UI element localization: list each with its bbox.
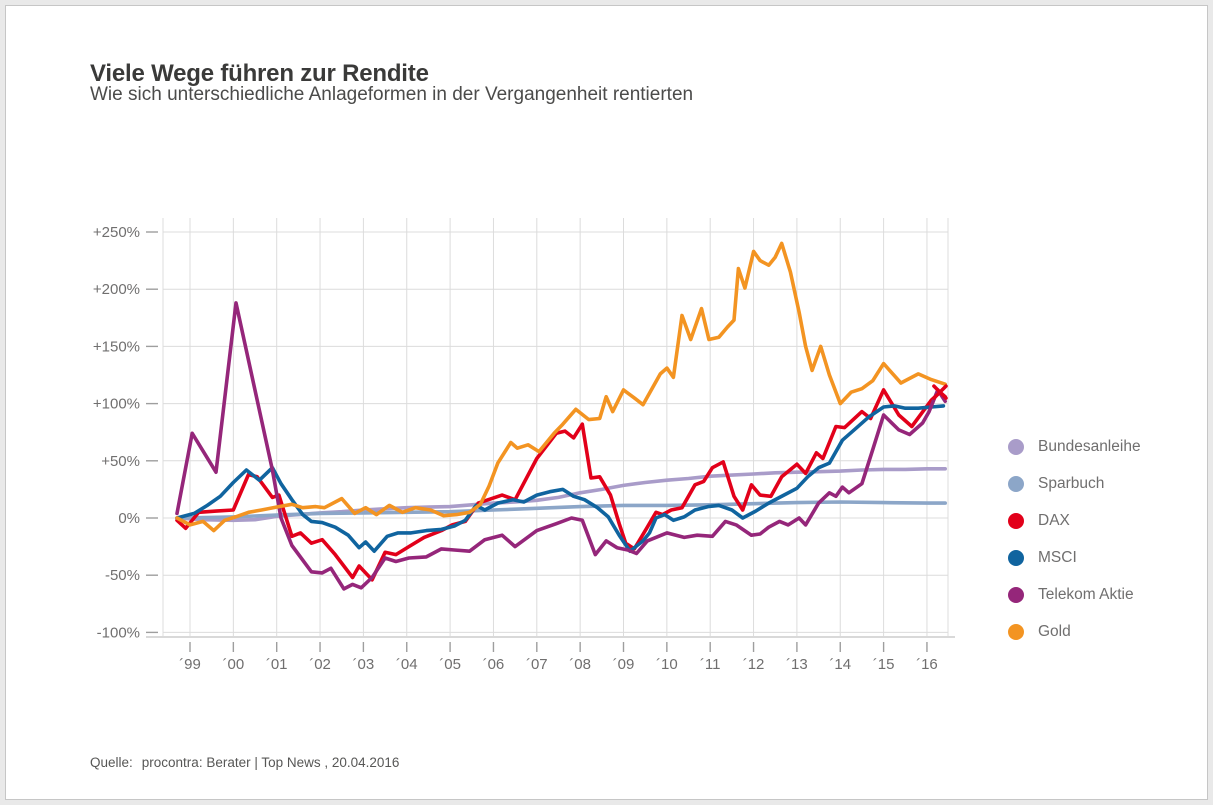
chart-subtitle: Wie sich unterschiedliche Anlageformen i…	[90, 84, 694, 105]
series-line-telekom-aktie	[175, 301, 948, 591]
x-axis-ticks: ´99 ´00 ´01 ´02 ´03 ´04 ´05 ´06 ´07 ´08 ´09 ´10 ´11 ´…	[179, 642, 938, 673]
legend-label: MSCI	[1038, 548, 1077, 566]
end-marker-x-dax	[932, 384, 948, 400]
legend-dot-icon	[1008, 512, 1024, 529]
x-tick-label: ´13	[786, 656, 808, 673]
x-tick-label: ´10	[656, 656, 678, 673]
y-tick-label: +150%	[93, 338, 140, 355]
legend-item-telekom-aktie: Telekom Aktie	[1008, 576, 1198, 613]
x-tick-label: ´12	[743, 656, 765, 673]
legend-item-msci: MSCI	[1008, 539, 1198, 576]
x-tick-label: ´02	[309, 656, 331, 673]
x-tick-label: ´16	[916, 656, 938, 673]
x-tick-label: ´09	[613, 656, 635, 673]
x-tick-label: ´05	[439, 656, 461, 673]
series-line-dax	[175, 388, 948, 582]
x-tick-label: ´01	[266, 656, 288, 673]
x-tick-label: ´03	[353, 656, 375, 673]
y-tick-label: +50%	[101, 453, 140, 470]
series-line-msci	[175, 404, 946, 554]
x-tick-label: ´99	[179, 656, 201, 673]
y-tick-label: 0%	[118, 510, 140, 527]
x-tick-label: ´08	[569, 656, 591, 673]
source-label: Quelle:	[90, 755, 133, 770]
legend-label: DAX	[1038, 511, 1070, 529]
chart-title: Viele Wege führen zur Rendite	[90, 60, 429, 88]
y-tick-label: -100%	[97, 624, 140, 641]
legend-dot-icon	[1008, 475, 1024, 492]
legend-dot-icon	[1008, 623, 1024, 640]
page-frame	[5, 5, 1208, 800]
legend-item-dax: DAX	[1008, 502, 1198, 539]
x-tick-label: ´00	[223, 656, 245, 673]
legend-label: Telekom Aktie	[1038, 585, 1134, 603]
legend-item-gold: Gold	[1008, 613, 1198, 650]
grid-lines	[162, 218, 949, 636]
y-tick-label: +200%	[93, 281, 140, 298]
x-tick-label: ´07	[526, 656, 548, 673]
source-text: procontra: Berater | Top News , 20.04.20…	[141, 755, 400, 770]
source-line: Quelle: procontra: Berater | Top News , …	[90, 755, 399, 770]
legend-label: Bundesanleihe	[1038, 437, 1141, 455]
x-tick-label: ´04	[396, 656, 418, 673]
series-line-gold	[175, 241, 948, 533]
legend-item-sparbuch: Sparbuch	[1008, 465, 1198, 502]
y-tick-label: +100%	[93, 396, 140, 413]
legend-dot-icon	[1008, 586, 1024, 603]
legend-label: Sparbuch	[1038, 474, 1105, 492]
x-tick-label: ´06	[483, 656, 505, 673]
y-tick-label: +250%	[93, 224, 140, 241]
legend-label: Gold	[1038, 622, 1071, 640]
legend-dot-icon	[1008, 549, 1024, 566]
x-tick-label: ´11	[700, 656, 721, 673]
y-axis-ticks: +250% +200% +150% +100% +50% 0% -50% -100%	[93, 224, 158, 641]
y-tick-label: -50%	[105, 567, 140, 584]
legend-dot-icon	[1008, 438, 1024, 455]
x-tick-label: ´15	[873, 656, 895, 673]
chart-legend: Bundesanleihe Sparbuch DAX MSCI Telekom Akti…	[1008, 428, 1198, 650]
x-tick-label: ´14	[829, 656, 851, 673]
legend-item-bundesanleihe: Bundesanleihe	[1008, 428, 1198, 465]
